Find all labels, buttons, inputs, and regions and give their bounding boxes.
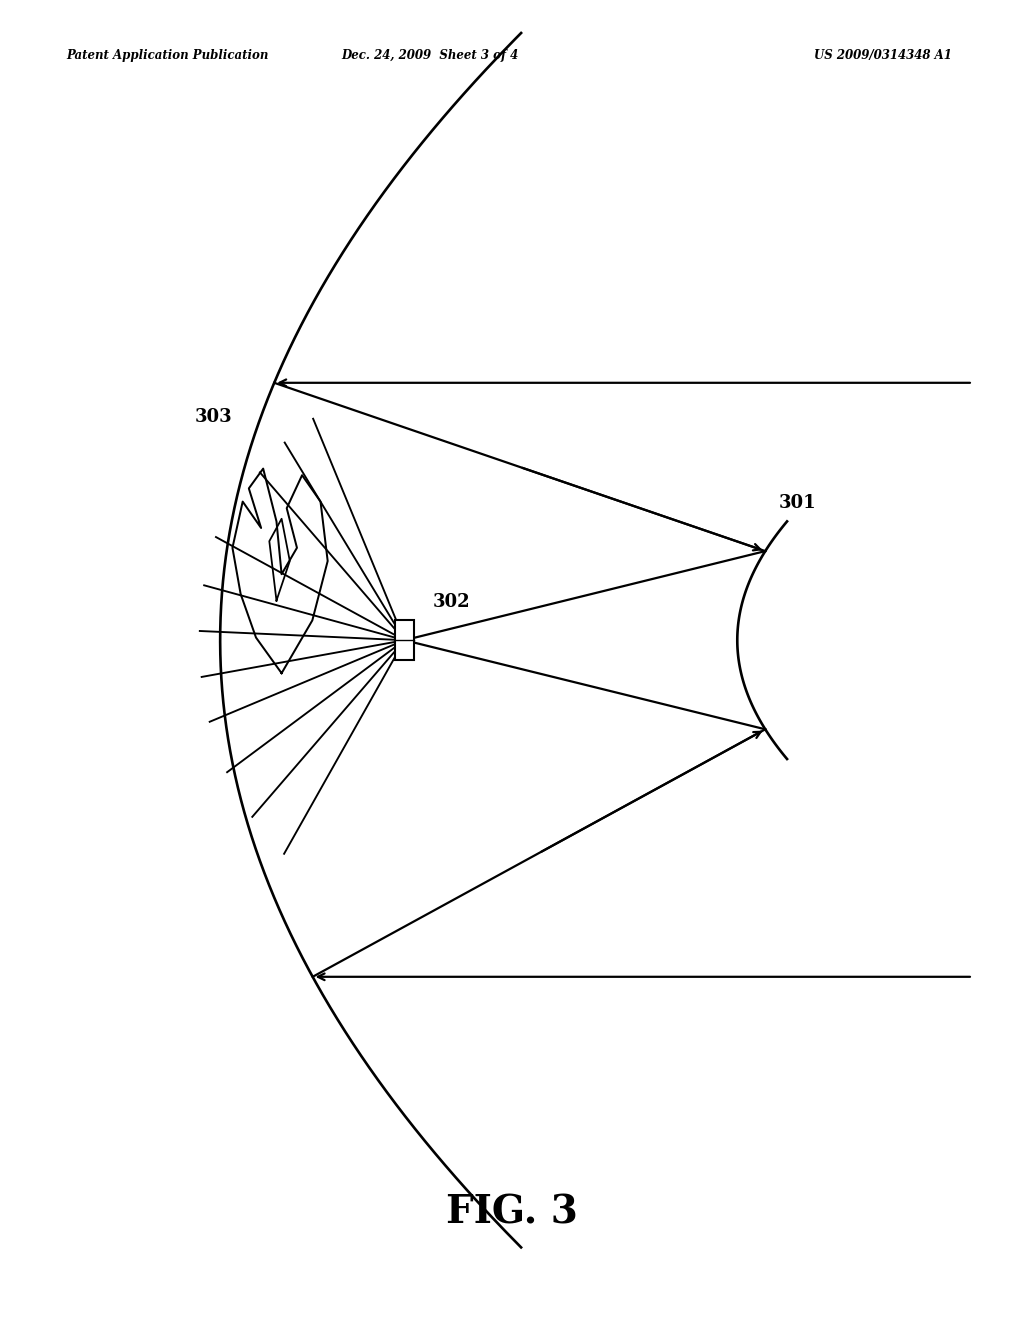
- Text: Patent Application Publication: Patent Application Publication: [67, 49, 269, 62]
- Text: Dec. 24, 2009  Sheet 3 of 4: Dec. 24, 2009 Sheet 3 of 4: [341, 49, 519, 62]
- Text: 302: 302: [433, 593, 471, 611]
- Text: FIG. 3: FIG. 3: [446, 1193, 578, 1232]
- Bar: [395, 620, 414, 660]
- Text: 301: 301: [778, 494, 816, 512]
- Text: US 2009/0314348 A1: US 2009/0314348 A1: [814, 49, 952, 62]
- Text: 303: 303: [195, 408, 232, 426]
